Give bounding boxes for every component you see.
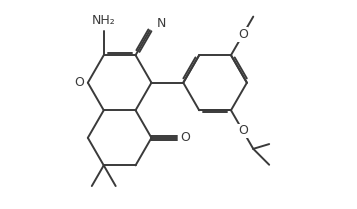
Text: O: O — [181, 131, 191, 144]
Text: O: O — [74, 76, 84, 89]
Text: NH₂: NH₂ — [92, 14, 116, 28]
Text: N: N — [156, 17, 166, 30]
Text: O: O — [238, 124, 248, 138]
Text: O: O — [238, 28, 248, 41]
